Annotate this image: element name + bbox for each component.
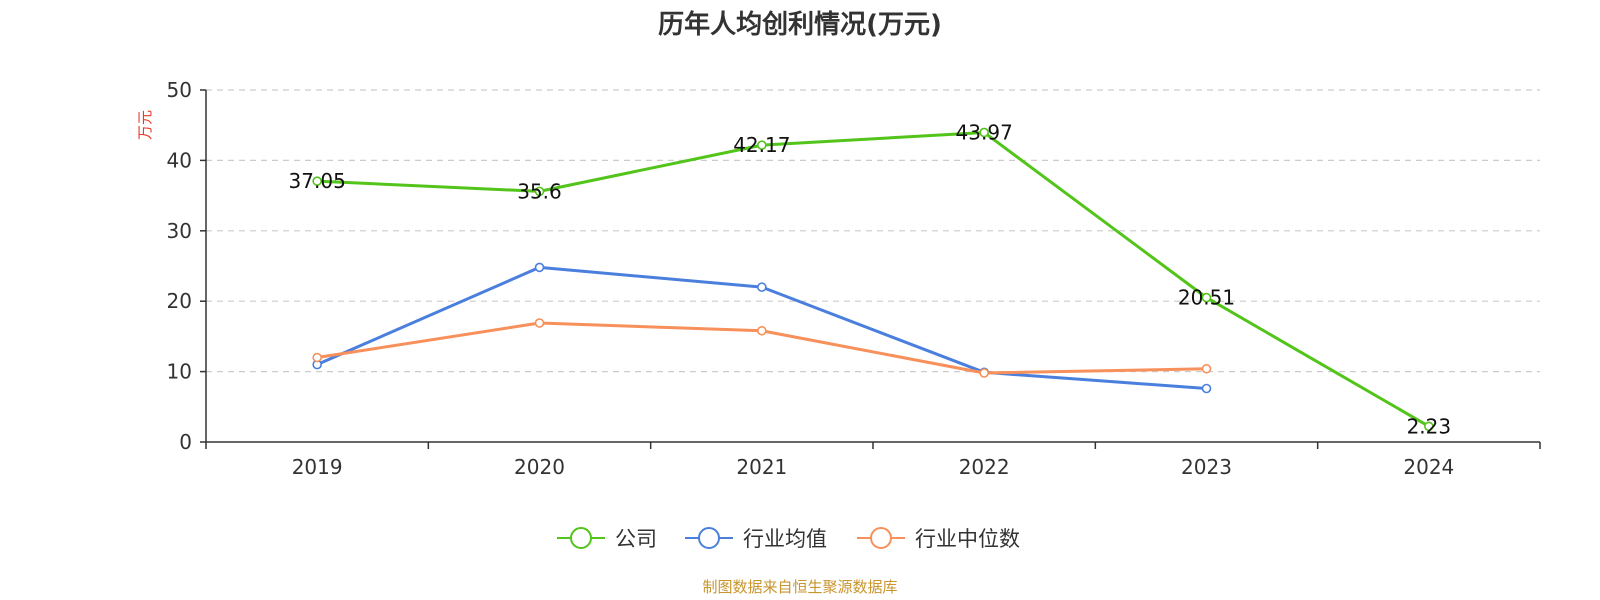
legend-marker	[698, 527, 720, 549]
chart-title: 历年人均创利情况(万元)	[658, 9, 942, 40]
data-label: 43.97	[956, 120, 1013, 144]
data-point[interactable]	[534, 186, 545, 197]
y-tick-label: 10	[167, 360, 192, 384]
data-point[interactable]	[757, 282, 767, 292]
data-point[interactable]	[757, 325, 767, 336]
source-note: 制图数据来自恒生聚源数据库	[702, 578, 897, 596]
y-tick-label: 50	[167, 78, 192, 102]
x-tick-label: 2024	[1403, 455, 1454, 479]
data-labels: 37.05 35.6 42.17 43.97 20.51 2.23	[289, 120, 1452, 438]
y-tick-label: 40	[167, 148, 192, 172]
data-label: 42.17	[733, 133, 790, 157]
y-tick-label: 30	[167, 219, 192, 243]
data-label: 2.23	[1407, 414, 1452, 438]
data-label: 35.6	[517, 179, 562, 203]
axes: 0 10 20 30 40 50 2019 2020 2021 2022 2023 2024	[167, 78, 1541, 479]
data-point[interactable]	[1201, 292, 1212, 303]
legend-item-0[interactable]: 公司	[557, 527, 657, 551]
data-point[interactable]	[979, 368, 989, 378]
legend[interactable]: 公司 行业均值 行业中位数	[557, 527, 1020, 551]
series-line-0	[317, 130, 1430, 428]
data-point[interactable]	[1201, 383, 1212, 394]
x-tick-label: 2023	[1181, 455, 1232, 479]
y-axis-label: 万元	[136, 110, 154, 140]
series-lines	[312, 127, 1434, 432]
legend-marker	[570, 527, 592, 549]
y-tick-label: 20	[167, 289, 192, 313]
data-label: 20.51	[1178, 286, 1235, 310]
legend-label: 行业中位数	[915, 527, 1020, 551]
data-point[interactable]	[534, 318, 545, 328]
data-point[interactable]	[1201, 363, 1212, 374]
y-tick-label: 0	[179, 430, 192, 454]
legend-item-1[interactable]: 行业均值	[685, 527, 827, 551]
x-tick-label: 2020	[514, 455, 565, 479]
data-point[interactable]	[979, 127, 989, 138]
data-point[interactable]	[312, 176, 322, 186]
legend-marker	[870, 527, 892, 549]
data-point[interactable]	[534, 262, 545, 273]
x-tick-label: 2021	[736, 455, 787, 479]
legend-item-2[interactable]: 行业中位数	[857, 527, 1020, 551]
data-point[interactable]	[757, 140, 767, 150]
data-label: 37.05	[289, 169, 346, 193]
legend-label: 行业均值	[743, 527, 827, 551]
legend-label: 公司	[615, 527, 657, 551]
x-tick-label: 2019	[292, 455, 343, 479]
data-point[interactable]	[312, 352, 322, 363]
x-tick-label: 2022	[959, 455, 1010, 479]
grid-lines	[206, 89, 1540, 373]
data-point[interactable]	[1424, 421, 1434, 432]
